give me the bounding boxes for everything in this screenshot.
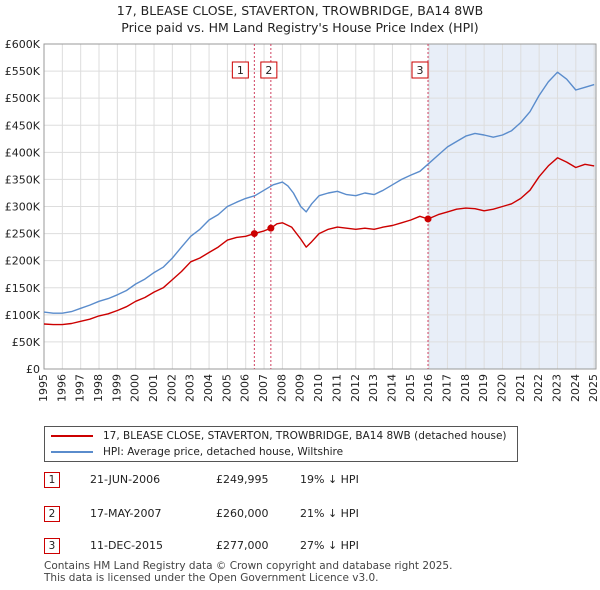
- sale-label-number: 3: [417, 64, 424, 77]
- sale-price: £260,000: [216, 507, 269, 520]
- x-tick-label: 1996: [55, 374, 68, 402]
- legend-line-property: [51, 435, 93, 437]
- y-tick-label: £50K: [12, 336, 41, 349]
- sale-number-badge: 2: [44, 506, 60, 522]
- x-tick-label: 2020: [495, 374, 508, 402]
- sale-price: £249,995: [216, 473, 269, 486]
- y-tick-label: £100K: [5, 309, 41, 322]
- y-tick-label: £550K: [5, 65, 41, 78]
- x-tick-label: 2007: [257, 374, 270, 402]
- sale-point: [267, 224, 275, 232]
- y-tick-label: £350K: [5, 173, 41, 186]
- x-tick-label: 2017: [440, 374, 453, 402]
- sale-date: 17-MAY-2007: [90, 507, 162, 520]
- x-tick-label: 2010: [312, 374, 325, 402]
- y-tick-label: £450K: [5, 119, 41, 132]
- sale-date: 11-DEC-2015: [90, 539, 164, 552]
- y-tick-label: £300K: [5, 201, 41, 214]
- footer-line-2: This data is licensed under the Open Gov…: [44, 572, 379, 584]
- x-tick-label: 2008: [275, 374, 288, 402]
- sale-label-box: [260, 61, 278, 79]
- footer-line-1: Contains HM Land Registry data © Crown c…: [44, 560, 453, 572]
- x-tick-label: 1998: [92, 374, 105, 402]
- sale-point: [250, 230, 258, 238]
- sale-hpi-diff: 19% ↓ HPI: [300, 473, 359, 486]
- legend-label-property: 17, BLEASE CLOSE, STAVERTON, TROWBRIDGE,…: [103, 430, 507, 442]
- sale-hpi-diff: 21% ↓ HPI: [300, 507, 359, 520]
- footer-attribution: Contains HM Land Registry data © Crown c…: [44, 560, 452, 584]
- x-tick-label: 2022: [532, 374, 545, 402]
- sale-label-number: 1: [237, 64, 244, 77]
- legend-label-hpi: HPI: Average price, detached house, Wilt…: [103, 446, 344, 458]
- x-tick-label: 2025: [587, 374, 600, 402]
- x-tick-label: 2003: [184, 374, 197, 402]
- y-tick-label: £150K: [5, 282, 41, 295]
- x-tick-label: 2001: [147, 374, 160, 402]
- x-tick-label: 2000: [129, 374, 142, 402]
- legend: 17, BLEASE CLOSE, STAVERTON, TROWBRIDGE,…: [44, 426, 518, 462]
- legend-item-hpi: HPI: Average price, detached house, Wilt…: [51, 444, 343, 460]
- x-tick-label: 2018: [459, 374, 472, 402]
- x-tick-label: 2019: [477, 374, 490, 402]
- sale-label-number: 2: [265, 64, 272, 77]
- y-tick-label: £200K: [5, 255, 41, 268]
- sale-label-box: [231, 61, 249, 79]
- hpi-line: [43, 71, 595, 314]
- x-tick-label: 2023: [550, 374, 563, 402]
- legend-item-property: 17, BLEASE CLOSE, STAVERTON, TROWBRIDGE,…: [51, 428, 507, 444]
- sale-date: 21-JUN-2006: [90, 473, 161, 486]
- x-tick-label: 1995: [37, 374, 50, 402]
- sale-number-badge: 1: [44, 472, 60, 488]
- x-tick-label: 2012: [349, 374, 362, 402]
- property-price-line: [43, 157, 595, 326]
- plot-border: [43, 43, 597, 370]
- x-tick-label: 2004: [202, 374, 215, 402]
- x-tick-label: 2016: [422, 374, 435, 402]
- price-chart: £0 £50K £100K £150K £200K £250K £300K £350K £400…: [5, 38, 600, 402]
- title-line-1: 17, BLEASE CLOSE, STAVERTON, TROWBRIDGE,…: [116, 3, 484, 18]
- sale-price: £277,000: [216, 539, 269, 552]
- x-tick-label: 2011: [330, 374, 343, 402]
- x-tick-label: 1999: [110, 374, 123, 402]
- y-tick-label: £600K: [5, 38, 41, 51]
- legend-line-hpi: [51, 451, 93, 453]
- x-tick-label: 2002: [165, 374, 178, 402]
- y-tick-label: £400K: [5, 146, 41, 159]
- x-tick-label: 2006: [239, 374, 252, 402]
- y-tick-label: £500K: [5, 92, 41, 105]
- sale-point: [424, 215, 432, 223]
- y-tick-label: £0: [26, 363, 40, 376]
- sale-number-badge: 3: [44, 538, 60, 554]
- y-tick-label: £250K: [5, 228, 41, 241]
- x-tick-label: 2024: [569, 374, 582, 402]
- x-tick-label: 2009: [294, 374, 307, 402]
- x-tick-label: 2021: [514, 374, 527, 402]
- x-tick-label: 2014: [385, 374, 398, 402]
- title-line-2: Price paid vs. HM Land Registry's House …: [121, 20, 479, 35]
- chart-title: 17, BLEASE CLOSE, STAVERTON, TROWBRIDGE,…: [0, 2, 600, 36]
- sale-hpi-diff: 27% ↓ HPI: [300, 539, 359, 552]
- x-tick-label: 1997: [74, 374, 87, 402]
- sale-label-box: [411, 61, 429, 79]
- x-tick-label: 2015: [404, 374, 417, 402]
- x-tick-label: 2013: [367, 374, 380, 402]
- x-tick-label: 2005: [220, 374, 233, 402]
